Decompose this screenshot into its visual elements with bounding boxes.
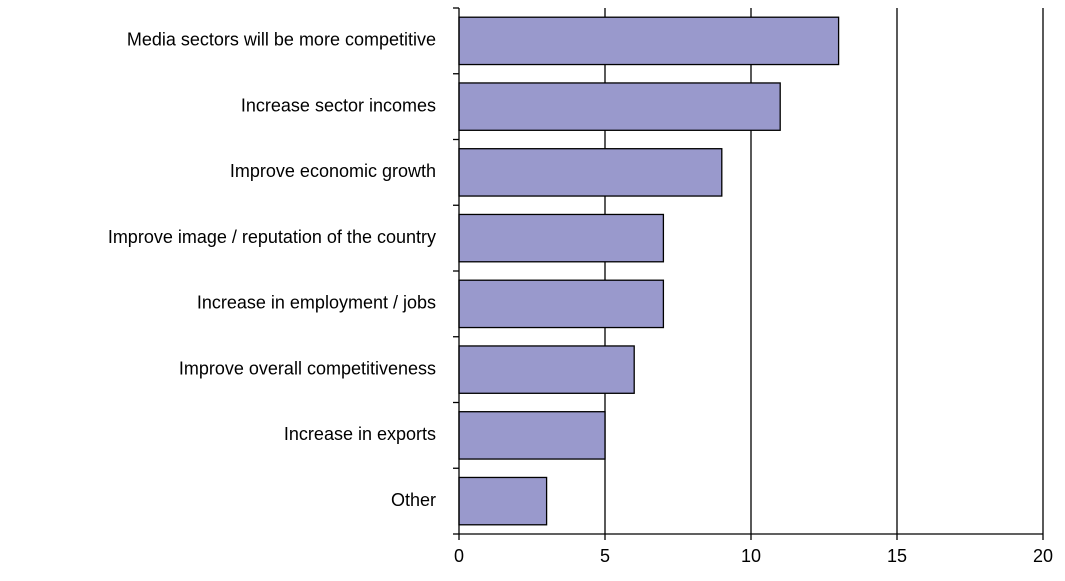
bar-7 [458,411,606,460]
bar-3 [458,148,723,197]
bars [458,16,840,526]
x-tick-label-5: 5 [600,546,610,566]
axes [453,7,1044,540]
category-label-8: Other [391,490,436,510]
category-label-2: Increase sector incomes [241,95,436,115]
bar-6 [458,345,635,394]
category-label-5: Increase in employment / jobs [197,293,436,313]
labels: Media sectors will be more competitive In… [108,30,1053,566]
x-tick-label-15: 15 [887,546,907,566]
x-tick-label-20: 20 [1033,546,1053,566]
bar-4 [458,213,665,263]
category-label-4: Improve image / reputation of the countr… [108,227,436,247]
x-tick-label-10: 10 [741,546,761,566]
category-label-6: Improve overall competitiveness [179,358,436,378]
bar-5 [458,279,665,329]
bar-1 [458,16,840,66]
category-label-3: Improve economic growth [230,161,436,181]
bar-2 [458,82,781,131]
bar-8 [458,476,548,526]
category-label-1: Media sectors will be more competitive [127,30,436,50]
category-label-7: Increase in exports [284,424,436,444]
x-tick-label-0: 0 [454,546,464,566]
